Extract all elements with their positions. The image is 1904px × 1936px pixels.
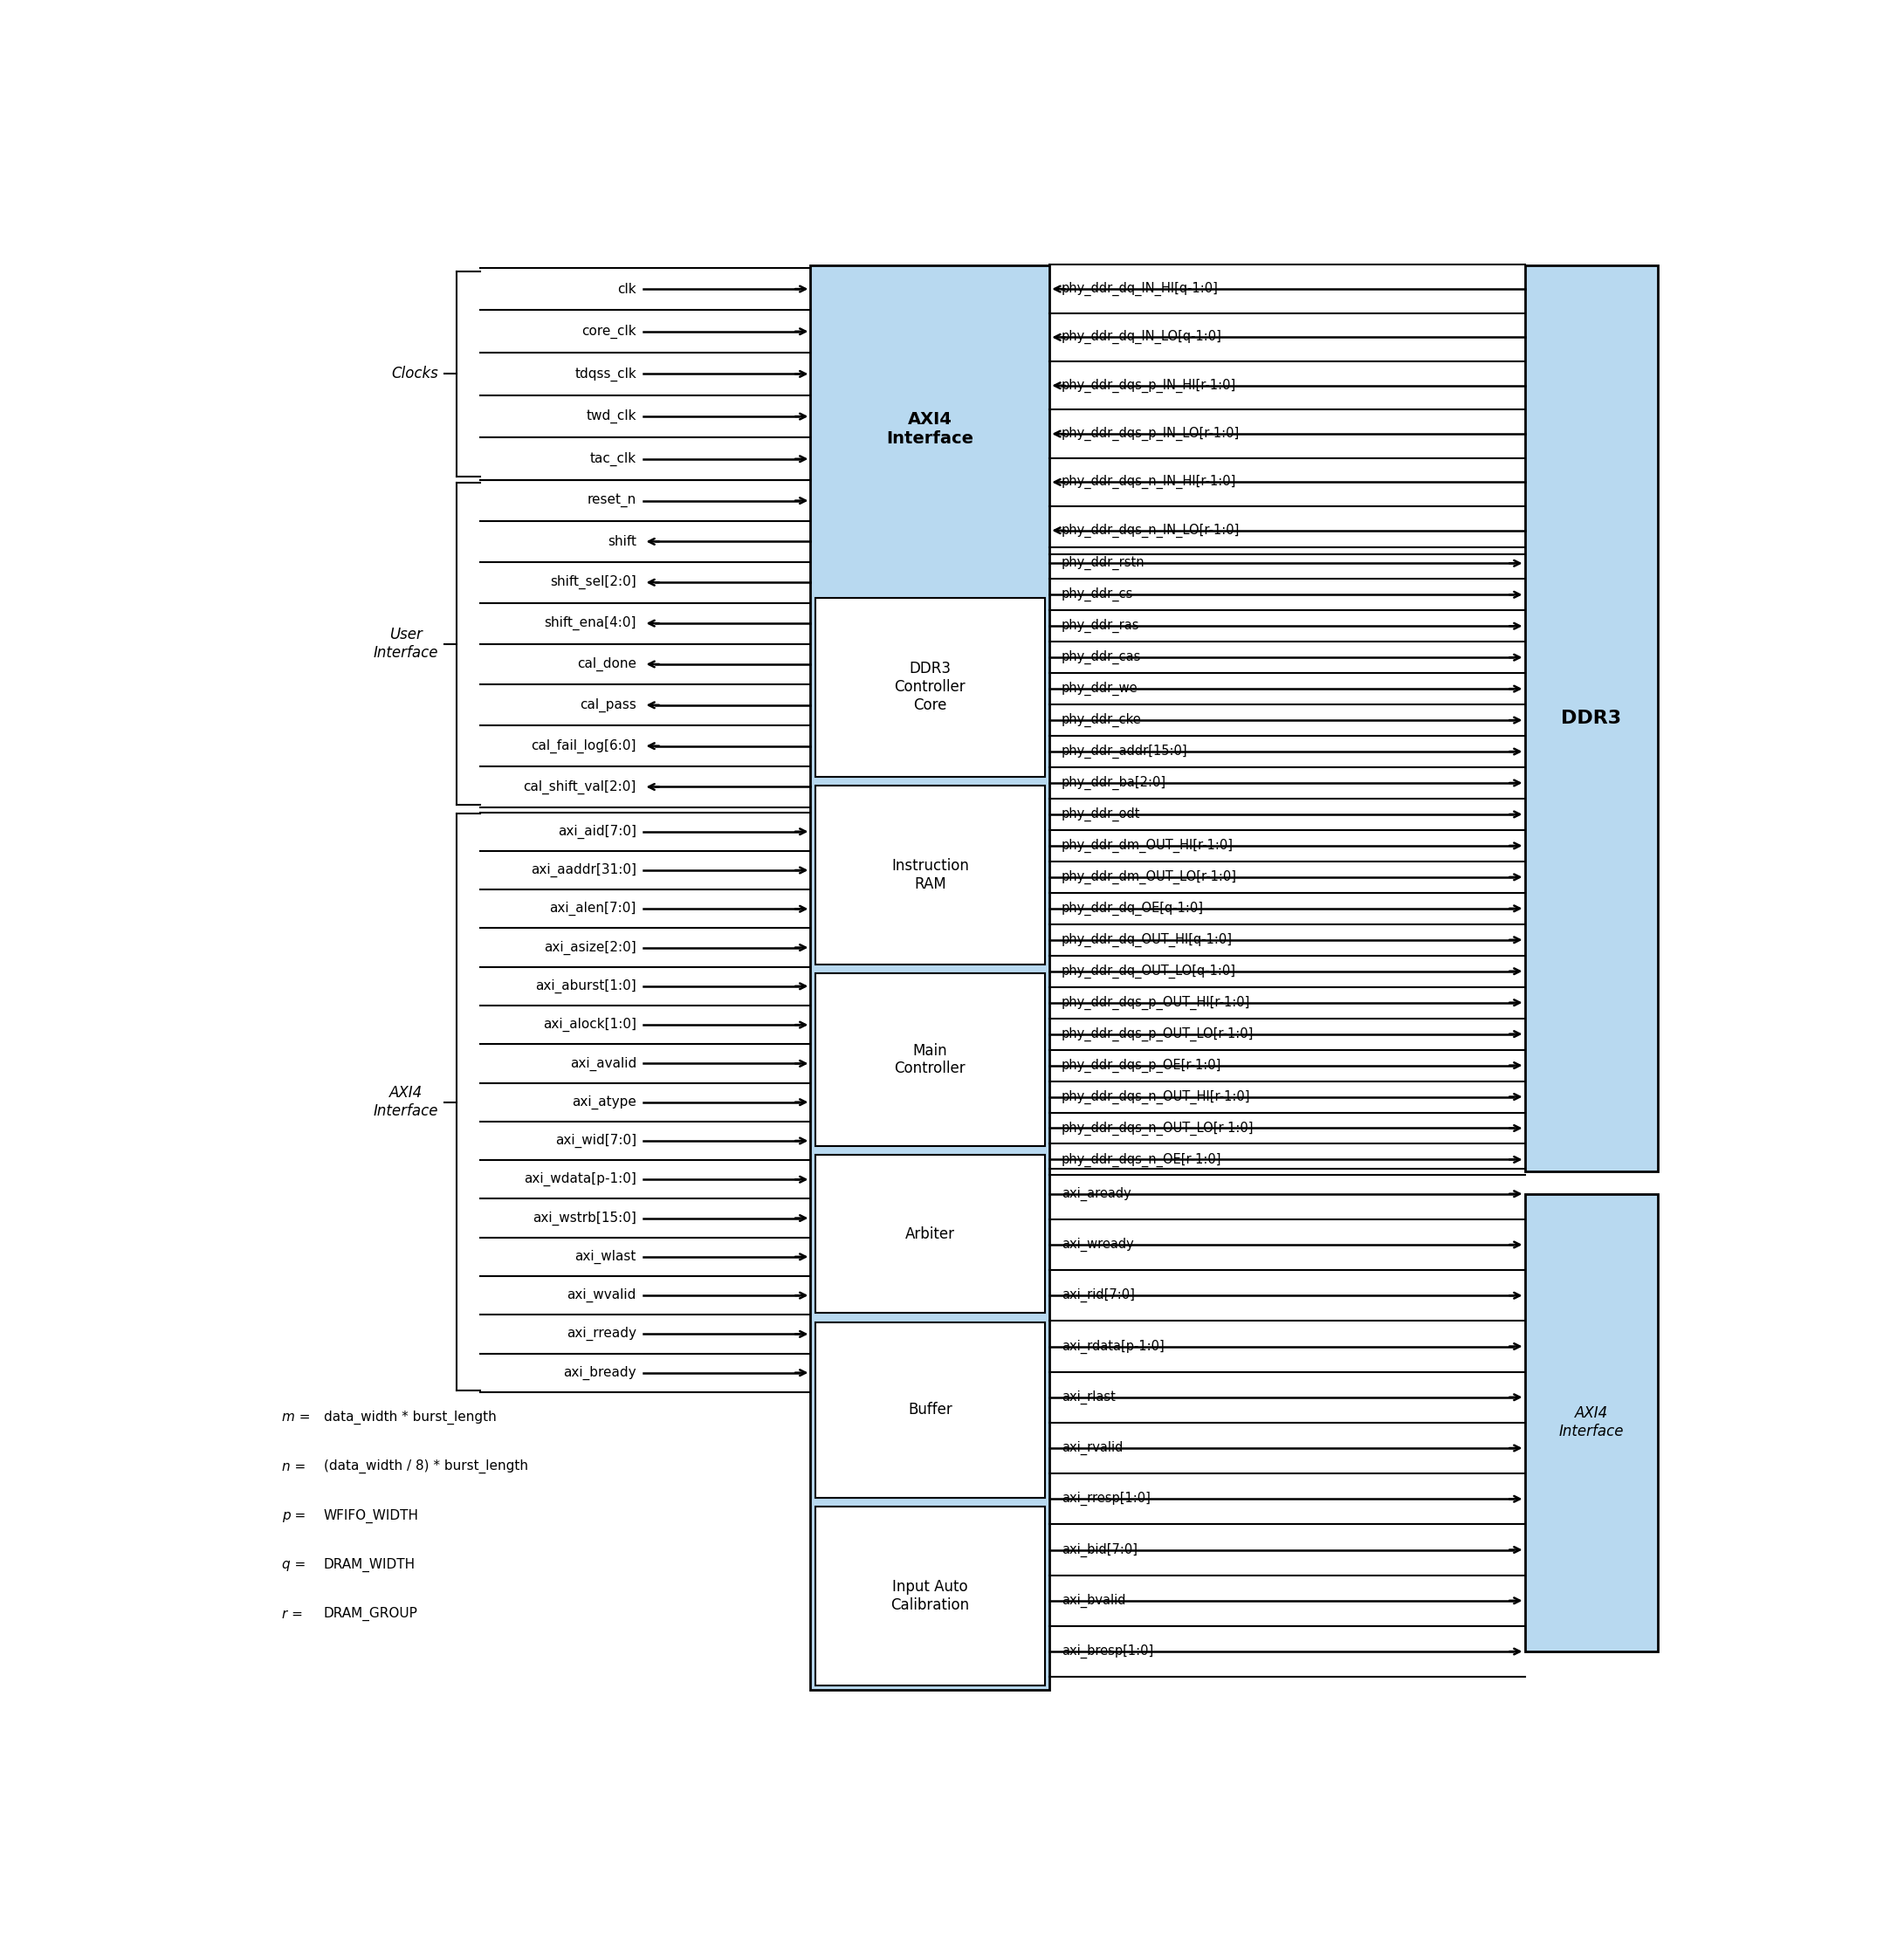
Text: n =: n = — [282, 1460, 310, 1473]
Text: phy_ddr_dqs_p_IN_HI[r-1:0]: phy_ddr_dqs_p_IN_HI[r-1:0] — [1061, 379, 1236, 393]
Text: User
Interface: User Interface — [373, 627, 438, 660]
FancyBboxPatch shape — [815, 598, 1045, 776]
Text: cal_fail_log[6:0]: cal_fail_log[6:0] — [531, 740, 636, 753]
Text: axi_aburst[1:0]: axi_aburst[1:0] — [535, 980, 636, 993]
Text: axi_rresp[1:0]: axi_rresp[1:0] — [1061, 1493, 1150, 1506]
Text: phy_ddr_dqs_n_IN_LO[r-1:0]: phy_ddr_dqs_n_IN_LO[r-1:0] — [1061, 523, 1240, 538]
Text: axi_bready: axi_bready — [564, 1365, 636, 1380]
Text: axi_wdata[p-1:0]: axi_wdata[p-1:0] — [524, 1173, 636, 1187]
Text: axi_alock[1:0]: axi_alock[1:0] — [543, 1018, 636, 1032]
Text: phy_ddr_dq_IN_HI[q-1:0]: phy_ddr_dq_IN_HI[q-1:0] — [1061, 283, 1219, 296]
Text: axi_aid[7:0]: axi_aid[7:0] — [558, 825, 636, 838]
Text: reset_n: reset_n — [586, 494, 636, 507]
Text: Arbiter: Arbiter — [904, 1225, 956, 1241]
Text: axi_bid[7:0]: axi_bid[7:0] — [1061, 1543, 1137, 1557]
Text: Main
Controller: Main Controller — [895, 1044, 965, 1076]
Text: DDR3: DDR3 — [1561, 711, 1622, 728]
Text: phy_ddr_dq_OE[q-1:0]: phy_ddr_dq_OE[q-1:0] — [1061, 902, 1203, 916]
FancyBboxPatch shape — [1525, 1195, 1658, 1651]
Text: WFIFO_WIDTH: WFIFO_WIDTH — [324, 1508, 419, 1524]
FancyBboxPatch shape — [811, 265, 1049, 1690]
Text: axi_aaddr[31:0]: axi_aaddr[31:0] — [531, 863, 636, 877]
Text: axi_atype: axi_atype — [571, 1096, 636, 1109]
FancyBboxPatch shape — [815, 1156, 1045, 1313]
Text: axi_wstrb[15:0]: axi_wstrb[15:0] — [533, 1212, 636, 1225]
Text: axi_rvalid: axi_rvalid — [1061, 1440, 1123, 1456]
Text: Buffer: Buffer — [908, 1402, 952, 1417]
Text: phy_ddr_we: phy_ddr_we — [1061, 681, 1139, 695]
FancyBboxPatch shape — [815, 1506, 1045, 1686]
Text: phy_ddr_addr[15:0]: phy_ddr_addr[15:0] — [1061, 745, 1188, 759]
FancyBboxPatch shape — [815, 974, 1045, 1146]
Text: Clocks: Clocks — [392, 366, 438, 381]
Text: phy_ddr_dq_OUT_LO[q-1:0]: phy_ddr_dq_OUT_LO[q-1:0] — [1061, 964, 1236, 978]
Text: phy_ddr_dm_OUT_LO[r-1:0]: phy_ddr_dm_OUT_LO[r-1:0] — [1061, 869, 1238, 885]
Text: DDR3
Controller
Core: DDR3 Controller Core — [895, 660, 965, 712]
Text: phy_ddr_odt: phy_ddr_odt — [1061, 807, 1140, 821]
Text: phy_ddr_dqs_p_OUT_HI[r-1:0]: phy_ddr_dqs_p_OUT_HI[r-1:0] — [1061, 995, 1251, 1011]
Text: phy_ddr_dm_OUT_HI[r-1:0]: phy_ddr_dm_OUT_HI[r-1:0] — [1061, 838, 1234, 852]
Text: tdqss_clk: tdqss_clk — [575, 366, 636, 381]
Text: phy_ddr_dqs_n_OUT_HI[r-1:0]: phy_ddr_dqs_n_OUT_HI[r-1:0] — [1061, 1090, 1251, 1104]
Text: axi_wid[7:0]: axi_wid[7:0] — [556, 1134, 636, 1148]
FancyBboxPatch shape — [1525, 265, 1658, 1171]
Text: phy_ddr_dq_IN_LO[q-1:0]: phy_ddr_dq_IN_LO[q-1:0] — [1061, 331, 1222, 345]
Text: twd_clk: twd_clk — [586, 408, 636, 424]
Text: AXI4
Interface: AXI4 Interface — [1559, 1406, 1624, 1440]
Text: axi_asize[2:0]: axi_asize[2:0] — [545, 941, 636, 954]
Text: phy_ddr_cke: phy_ddr_cke — [1061, 712, 1142, 728]
Text: axi_avalid: axi_avalid — [569, 1057, 636, 1071]
Text: phy_ddr_dqs_p_IN_LO[r-1:0]: phy_ddr_dqs_p_IN_LO[r-1:0] — [1061, 426, 1240, 441]
Text: shift_ena[4:0]: shift_ena[4:0] — [545, 616, 636, 631]
Text: q =: q = — [282, 1558, 310, 1572]
Text: phy_ddr_ras: phy_ddr_ras — [1061, 620, 1139, 633]
Text: AXI4
Interface: AXI4 Interface — [373, 1086, 438, 1119]
Text: clk: clk — [617, 283, 636, 296]
Text: phy_ddr_ba[2:0]: phy_ddr_ba[2:0] — [1061, 776, 1167, 790]
Text: DRAM_GROUP: DRAM_GROUP — [324, 1607, 417, 1620]
Text: phy_ddr_dqs_p_OUT_LO[r-1:0]: phy_ddr_dqs_p_OUT_LO[r-1:0] — [1061, 1026, 1253, 1042]
Text: phy_ddr_dqs_n_OE[r-1:0]: phy_ddr_dqs_n_OE[r-1:0] — [1061, 1152, 1222, 1167]
FancyBboxPatch shape — [815, 1322, 1045, 1498]
Text: cal_done: cal_done — [577, 656, 636, 672]
Text: axi_rid[7:0]: axi_rid[7:0] — [1061, 1289, 1135, 1303]
Text: tac_clk: tac_clk — [590, 451, 636, 467]
Text: axi_rdata[p-1:0]: axi_rdata[p-1:0] — [1061, 1340, 1163, 1353]
Text: AXI4
Interface: AXI4 Interface — [887, 410, 973, 447]
Text: axi_bvalid: axi_bvalid — [1061, 1593, 1125, 1607]
Text: phy_ddr_cs: phy_ddr_cs — [1061, 587, 1133, 602]
Text: axi_wlast: axi_wlast — [575, 1251, 636, 1264]
Text: phy_ddr_dqs_n_IN_HI[r-1:0]: phy_ddr_dqs_n_IN_HI[r-1:0] — [1061, 474, 1236, 490]
FancyBboxPatch shape — [815, 786, 1045, 964]
Text: axi_wvalid: axi_wvalid — [567, 1287, 636, 1303]
Text: data_width * burst_length: data_width * burst_length — [324, 1409, 497, 1425]
Text: axi_wready: axi_wready — [1061, 1237, 1133, 1253]
Text: cal_shift_val[2:0]: cal_shift_val[2:0] — [524, 780, 636, 794]
Text: axi_aready: axi_aready — [1061, 1187, 1131, 1200]
Text: axi_bresp[1:0]: axi_bresp[1:0] — [1061, 1644, 1154, 1659]
Text: axi_alen[7:0]: axi_alen[7:0] — [550, 902, 636, 916]
Text: axi_rready: axi_rready — [567, 1326, 636, 1342]
Text: phy_ddr_rstn: phy_ddr_rstn — [1061, 556, 1144, 571]
Text: Instruction
RAM: Instruction RAM — [891, 858, 969, 892]
Text: m =: m = — [282, 1411, 314, 1425]
Text: core_clk: core_clk — [583, 325, 636, 339]
Text: r =: r = — [282, 1607, 307, 1620]
Text: axi_rlast: axi_rlast — [1061, 1390, 1116, 1404]
Text: (data_width / 8) * burst_length: (data_width / 8) * burst_length — [324, 1460, 527, 1473]
Text: DRAM_WIDTH: DRAM_WIDTH — [324, 1558, 415, 1572]
Text: cal_pass: cal_pass — [581, 699, 636, 712]
Text: Input Auto
Calibration: Input Auto Calibration — [891, 1580, 969, 1613]
Text: shift: shift — [607, 534, 636, 548]
Text: p =: p = — [282, 1510, 310, 1522]
Text: phy_ddr_cas: phy_ddr_cas — [1061, 650, 1140, 664]
Text: phy_ddr_dqs_n_OUT_LO[r-1:0]: phy_ddr_dqs_n_OUT_LO[r-1:0] — [1061, 1121, 1255, 1134]
Text: shift_sel[2:0]: shift_sel[2:0] — [550, 575, 636, 589]
Text: phy_ddr_dq_OUT_HI[q-1:0]: phy_ddr_dq_OUT_HI[q-1:0] — [1061, 933, 1232, 947]
Text: phy_ddr_dqs_p_OE[r-1:0]: phy_ddr_dqs_p_OE[r-1:0] — [1061, 1059, 1222, 1073]
